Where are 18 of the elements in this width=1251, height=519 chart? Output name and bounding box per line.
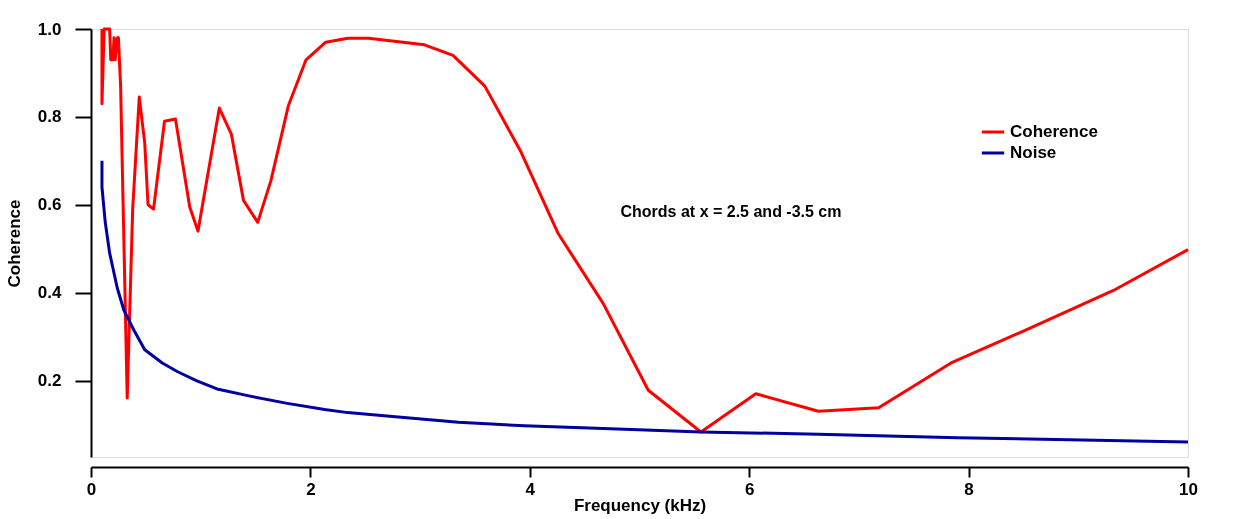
x-tick-label: 2 bbox=[306, 479, 316, 499]
y-tick-label: 0.4 bbox=[37, 283, 63, 303]
legend-label: Noise bbox=[1010, 143, 1057, 162]
y-tick-label: 0.8 bbox=[37, 107, 62, 127]
legend-label: Coherence bbox=[1010, 122, 1098, 141]
line-series bbox=[100, 27, 1190, 434]
x-tick-label: 6 bbox=[744, 479, 755, 499]
x-tick-label: 10 bbox=[1179, 479, 1198, 499]
x-axis-title: Frequency (kHz) bbox=[573, 495, 707, 515]
line-series bbox=[100, 159, 1190, 444]
x-tick-label: 0 bbox=[86, 479, 97, 499]
x-tick-label: 4 bbox=[525, 479, 536, 499]
y-tick-label: 1.0 bbox=[37, 19, 62, 39]
y-axis-title: Coherence bbox=[4, 199, 24, 288]
annotation: Chords at x = 2.5 and -3.5 cm bbox=[620, 203, 842, 220]
x-tick-label: 8 bbox=[964, 479, 974, 499]
y-tick-label: 0.2 bbox=[37, 371, 62, 391]
y-tick-label: 0.6 bbox=[37, 195, 62, 215]
